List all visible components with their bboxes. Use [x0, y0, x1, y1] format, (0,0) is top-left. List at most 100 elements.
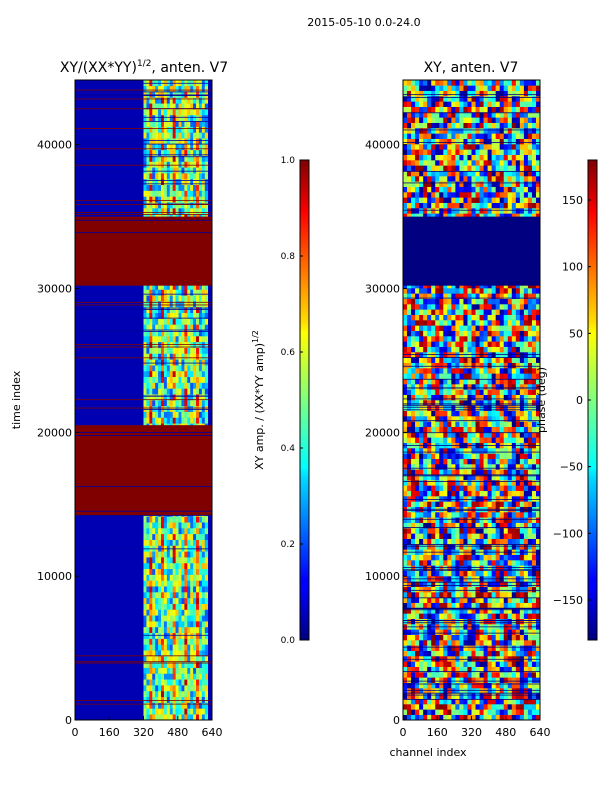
amplitude-cell	[196, 708, 200, 715]
phase-cell	[491, 464, 496, 470]
phase-cell	[423, 384, 428, 390]
phase-cell	[483, 592, 488, 598]
phase-cell	[423, 666, 428, 673]
amplitude-cell	[175, 603, 179, 610]
phase-cell	[523, 586, 529, 593]
amplitude-cell	[161, 184, 165, 191]
phase-cell	[455, 512, 460, 518]
phase-cell	[487, 448, 492, 454]
phase-cell	[495, 357, 501, 363]
amplitude-cell	[158, 562, 162, 570]
phase-cell	[435, 544, 440, 550]
phase-cell	[519, 528, 525, 534]
phase-cell	[495, 597, 501, 603]
phase-cell	[535, 384, 540, 390]
amplitude-cell	[184, 353, 188, 360]
phase-cell	[531, 405, 537, 411]
amplitude-cell	[190, 202, 194, 209]
amplitude-cell	[143, 341, 147, 348]
phase-cell	[427, 645, 432, 651]
amplitude-cell	[184, 347, 188, 354]
phase-cell	[423, 458, 428, 465]
amplitude-cell	[184, 394, 188, 401]
phase-cell	[535, 410, 540, 417]
amplitude-cell	[163, 417, 168, 424]
phase-cell	[447, 512, 452, 518]
amplitude-flag-line	[75, 634, 212, 636]
amplitude-cell	[184, 312, 188, 319]
amplitude-cell	[172, 586, 176, 593]
amplitude-cell	[169, 638, 173, 645]
amplitude-cell	[204, 650, 209, 657]
phase-cell	[455, 698, 460, 705]
amplitude-colorbar-label: XY amp. / (XX*YY amp)1/2	[251, 330, 266, 470]
amplitude-cell	[161, 97, 165, 104]
phase-cell	[451, 688, 456, 694]
phase-cell	[403, 474, 408, 481]
amplitude-cell	[146, 417, 150, 424]
phase-cell	[527, 485, 533, 491]
amplitude-cell	[193, 394, 197, 401]
amplitude-cell	[184, 161, 188, 168]
amplitude-colorbar-tick-label: 0.2	[281, 540, 295, 550]
phase-cell	[403, 464, 408, 470]
phase-cell	[471, 416, 476, 422]
amplitude-cell	[193, 667, 197, 674]
amplitude-cell	[166, 382, 171, 389]
amplitude-cell	[193, 208, 197, 215]
amplitude-cell	[201, 376, 206, 383]
amplitude-cell	[198, 330, 203, 337]
phase-cell	[471, 464, 476, 470]
phase-cell	[427, 464, 432, 470]
amplitude-cell	[143, 318, 147, 325]
phase-cell	[503, 469, 509, 475]
amplitude-cell	[193, 638, 197, 645]
amplitude-cell	[155, 603, 159, 610]
amplitude-cell	[149, 202, 153, 209]
amplitude-cell	[198, 312, 203, 319]
phase-cell	[503, 400, 509, 406]
phase-cell	[515, 421, 521, 427]
phase-cell	[427, 330, 432, 337]
amplitude-cell	[146, 301, 150, 308]
phase-cell	[535, 704, 540, 710]
phase-cell	[535, 618, 540, 625]
phase-cell	[479, 677, 484, 683]
phase-cell	[411, 528, 416, 534]
phase-cell	[515, 544, 521, 550]
phase-cell	[495, 405, 501, 411]
phase-cell	[515, 666, 521, 673]
amplitude-cell	[155, 85, 159, 92]
phase-cell	[439, 709, 444, 715]
phase-cell	[531, 362, 537, 369]
amplitude-cell	[158, 149, 162, 156]
phase-cell	[471, 368, 476, 374]
phase-cell	[479, 384, 484, 390]
phase-cell	[427, 416, 432, 422]
phase-cell	[535, 421, 540, 427]
phase-cell	[519, 416, 525, 422]
phase-cell	[407, 613, 412, 619]
phase-cell	[519, 544, 525, 550]
amplitude-cell	[169, 417, 173, 424]
phase-cell	[503, 336, 509, 342]
phase-cell	[491, 698, 496, 705]
phase-cell	[523, 458, 529, 465]
amplitude-cell	[149, 580, 153, 587]
amplitude-cell	[190, 516, 194, 523]
phase-cell	[471, 650, 476, 657]
phase-cell	[467, 405, 472, 411]
phase-cell	[503, 640, 509, 646]
amplitude-cell	[181, 376, 185, 383]
amplitude-cell	[166, 522, 171, 529]
phase-cell	[415, 693, 420, 699]
phase-cell	[467, 378, 472, 385]
phase-cell	[415, 704, 420, 710]
amplitude-cell	[146, 167, 150, 174]
phase-cell	[471, 474, 476, 481]
phase-cell	[495, 469, 501, 475]
amplitude-cell	[181, 574, 185, 581]
amplitude-cell	[143, 161, 147, 168]
phase-cell	[491, 650, 496, 657]
phase-cell	[503, 709, 509, 715]
